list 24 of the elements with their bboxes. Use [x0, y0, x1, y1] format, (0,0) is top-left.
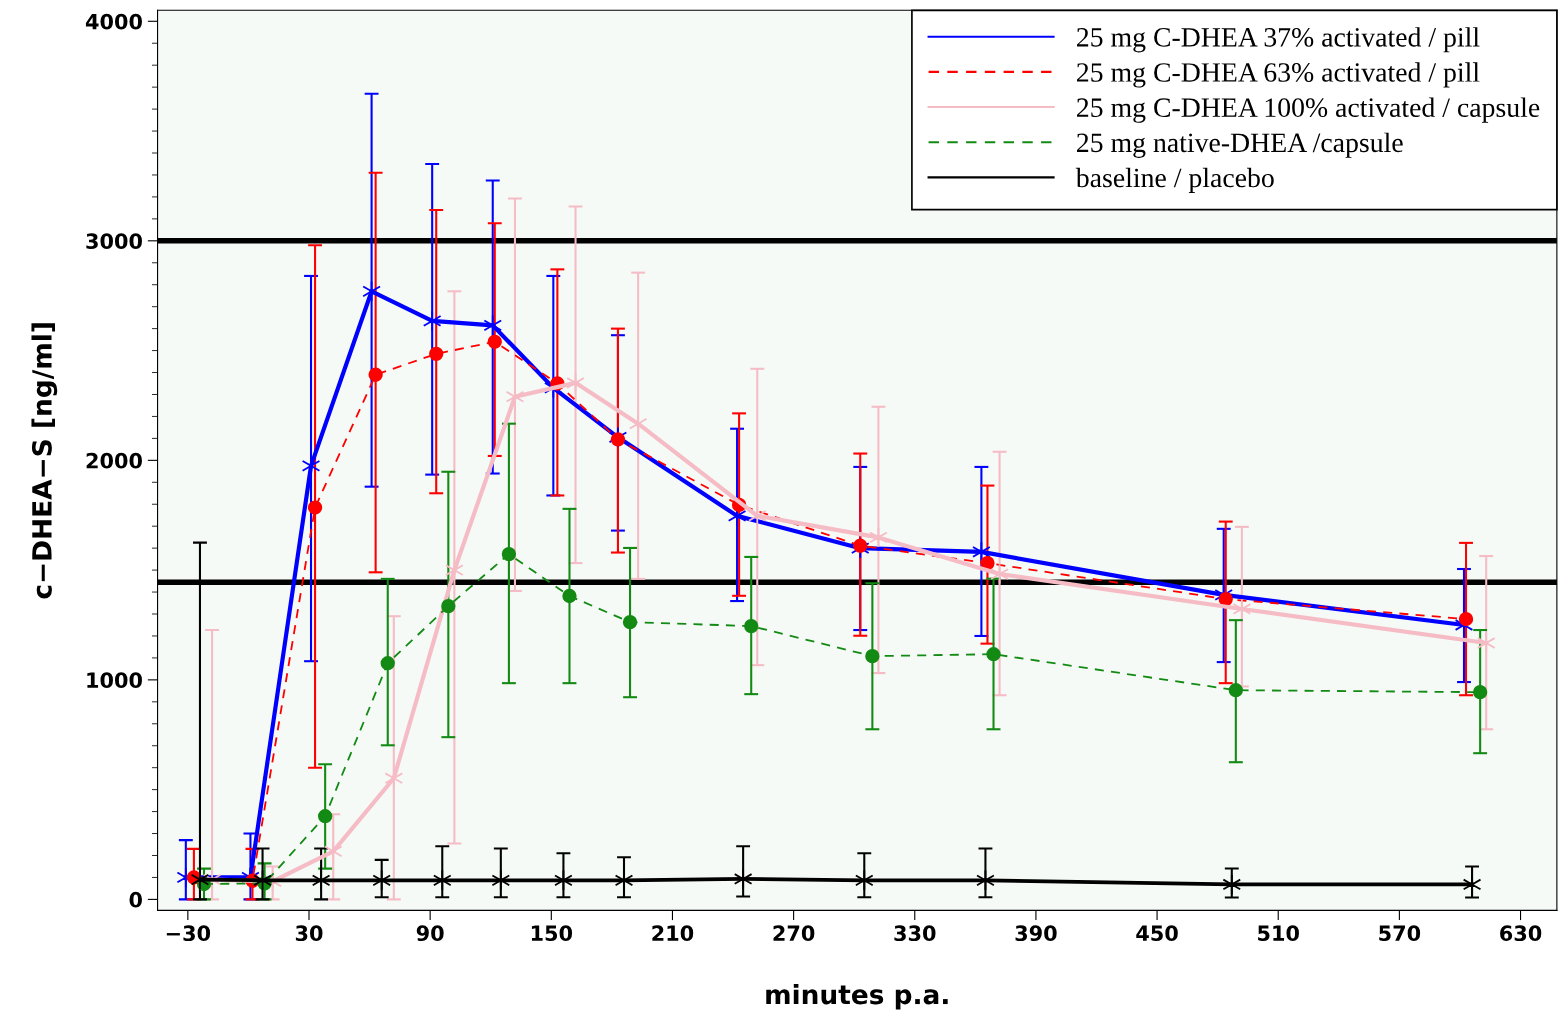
x-tick-label: 390: [1015, 925, 1057, 942]
y-tick-label: 3000: [86, 233, 142, 250]
x-tick-label: −30: [166, 925, 211, 942]
legend-label: 25 mg C-DHEA 63% activated / pill: [1077, 62, 1480, 88]
x-tick-label: 150: [531, 925, 573, 942]
y-tick-label: 4000: [85, 13, 142, 30]
x-tick-label: 90: [416, 925, 444, 942]
x-tick-label: 30: [295, 925, 323, 942]
x-tick-label: 210: [652, 925, 694, 942]
legend-label: 25 mg C-DHEA 100% activated / capsule: [1077, 97, 1540, 123]
x-tick-label: 570: [1379, 925, 1421, 942]
x-tick-label: 630: [1500, 925, 1542, 942]
x-tick-label: 510: [1258, 925, 1299, 942]
x-tick-label: 270: [773, 925, 815, 942]
y-tick-label: 0: [129, 891, 142, 908]
y-axis-title: c−DHEA−S [ng/ml]: [31, 323, 58, 599]
y-tick-label: 2000: [86, 452, 142, 469]
x-tick-label: 330: [894, 925, 936, 942]
legend-label: 25 mg native-DHEA /capsule: [1077, 132, 1403, 158]
y-tick-label: 1000: [87, 672, 142, 689]
legend-label: 25 mg C-DHEA 37% activated / pill: [1077, 27, 1480, 53]
legend-label: baseline / placebo: [1075, 167, 1274, 193]
x-axis-title: minutes p.a.: [766, 984, 948, 1010]
x-tick-label: 450: [1136, 925, 1178, 942]
